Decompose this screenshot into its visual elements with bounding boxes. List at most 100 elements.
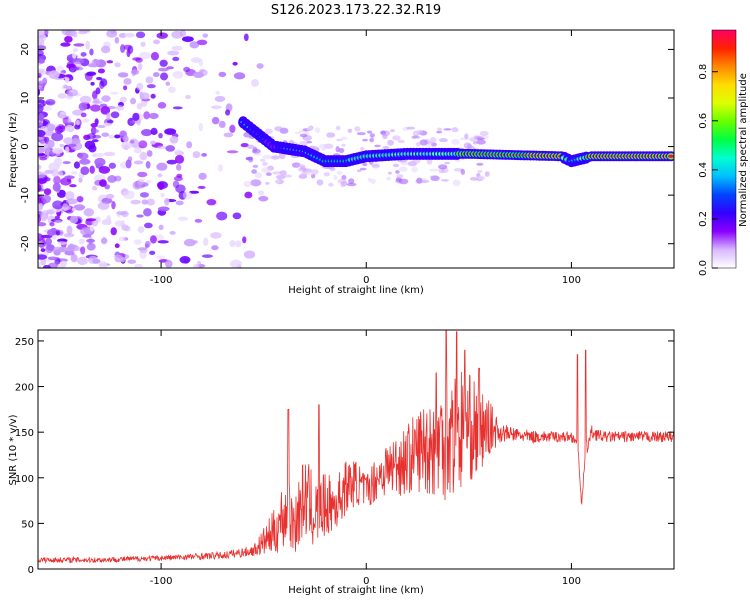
spectrogram-noise-blob (175, 163, 182, 171)
spectrogram-noise-blob (167, 50, 180, 56)
spectrogram-noise-blob (92, 258, 101, 264)
spectrogram-noise-blob (443, 128, 452, 131)
spectrogram-noise-blob (38, 136, 45, 141)
spectrogram-noise-blob (80, 112, 87, 118)
spectrogram-noise-blob (69, 184, 77, 188)
spectrogram-noise-blob (38, 80, 45, 84)
spectrogram-noise-blob (143, 111, 151, 120)
spectrogram-noise-blob (145, 76, 154, 84)
snr-panel: -100 0 100 0 50 100 150 200 250 Height of strai… (8, 329, 675, 596)
spectrogram-noise-blob (206, 198, 217, 206)
spectrogram-noise-blob (38, 104, 44, 113)
spectrogram-noise-blob (262, 161, 268, 166)
spectrogram-noise-blob (382, 133, 388, 140)
spectrogram-noise-blob (140, 41, 146, 47)
spectrogram-noise-blob (218, 71, 227, 78)
spectrogram-noise-blob (58, 114, 68, 118)
spectrogram-noise-blob (71, 171, 78, 175)
spectrogram-noise-blob (130, 97, 137, 105)
spectrogram-noise-blob (69, 67, 75, 73)
spectrogram-x-tick-label: -100 (150, 275, 173, 286)
spectrogram-noise-blob (41, 105, 52, 111)
spectrogram-noise-blob (214, 95, 226, 102)
spectrogram-noise-blob (38, 30, 44, 33)
spectrogram-x-tick-label: 0 (363, 275, 369, 286)
spectrogram-noise-blob (89, 48, 94, 56)
spectrogram-noise-blob (141, 199, 149, 205)
spectrogram-noise-blob (65, 74, 73, 78)
snr-x-label: Height of straight line (km) (288, 585, 424, 596)
spectrogram-noise-blob (105, 193, 115, 199)
spectrogram-noise-blob (87, 133, 97, 140)
spectrogram-noise-blob (251, 79, 259, 87)
spectrogram-noise-blob (114, 62, 121, 68)
spectrogram-noise-blob (114, 243, 120, 249)
spectrogram-noise-blob (175, 200, 184, 206)
spectrogram-noise-blob (52, 147, 64, 154)
spectrogram-noise-blob (91, 139, 99, 143)
spectrogram-noise-blob (136, 82, 144, 91)
spectrogram-noise-blob (156, 32, 168, 39)
spectrogram-noise-blob (56, 241, 68, 245)
spectrogram-noise-blob (150, 235, 157, 244)
spectrogram-noise-blob (264, 128, 273, 134)
spectrogram-noise-blob (295, 164, 306, 167)
spectrogram-noise-blob (333, 175, 338, 181)
spectrogram-noise-blob (43, 188, 52, 196)
spectrogram-noise-blob (123, 78, 132, 85)
colorbar-tick-label: 0.6 (698, 113, 709, 129)
spectrogram-noise-blob (397, 139, 405, 144)
spectrogram-noise-blob (38, 262, 42, 268)
spectrogram-noise-blob (72, 52, 77, 59)
snr-series-line (38, 330, 674, 565)
spectrogram-noise-blob (395, 170, 400, 174)
spectrogram-noise-blob (64, 124, 75, 132)
spectrogram-x-ticks: -100 0 100 (150, 30, 581, 286)
spectrogram-noise-blob (464, 133, 469, 140)
spectrogram-noise-blob (38, 214, 42, 223)
spectrogram-noise-blob (72, 30, 78, 38)
spectrogram-noise-blob (100, 78, 108, 87)
spectrogram-noise-blob (183, 238, 196, 247)
spectrogram-noise-blob (78, 177, 83, 183)
spectrogram-noise-blob (336, 171, 343, 175)
spectrogram-y-tick-label: -10 (20, 187, 31, 203)
spectrogram-noise-blob (484, 171, 490, 177)
spectrogram-noise-blob (201, 254, 213, 258)
spectrogram-noise-blob (203, 237, 209, 247)
spectrogram-noise-blob (160, 72, 169, 81)
spectrogram-noise-blob (257, 190, 265, 196)
spectrogram-noise-blob (90, 104, 101, 112)
spectrogram-noise-blob (82, 234, 92, 238)
spectrogram-noise-blob (74, 124, 81, 130)
spectrogram-noise-blob (93, 98, 100, 104)
spectrogram-ridge (238, 116, 674, 168)
spectrogram-noise-blob (45, 123, 56, 132)
spectrogram-noise-blob (72, 109, 84, 116)
spectrogram-noise-blob (251, 148, 261, 154)
spectrogram-noise-blob (139, 192, 149, 198)
spectrogram-noise-blob (411, 166, 418, 173)
spectrogram-noise-blob (80, 166, 90, 175)
spectrogram-noise-blob (306, 126, 313, 132)
spectrogram-noise-blob (354, 126, 361, 132)
spectrogram-noise-blob (64, 35, 73, 43)
spectrogram-noise-blob (234, 240, 242, 248)
spectrogram-noise-blob (38, 178, 47, 184)
spectrogram-noise-blob (47, 256, 58, 261)
spectrogram-noise-blob (86, 242, 96, 251)
chart-title: S126.2023.173.22.32.R19 (271, 3, 441, 18)
spectrogram-noise-blob (46, 229, 56, 236)
spectrogram-noise-blob (356, 169, 362, 173)
spectrogram-noise-blob (140, 92, 150, 100)
spectrogram-noise-blob (399, 166, 408, 172)
spectrogram-noise-blob (174, 154, 185, 164)
spectrogram-noise-blob (252, 164, 259, 168)
spectrogram-noise-blob (299, 133, 308, 138)
spectrogram-noise-blob (472, 140, 478, 145)
spectrogram-noise-blob (146, 180, 152, 184)
spectrogram-noise-blob (426, 158, 433, 165)
spectrogram-noise-blob (341, 143, 346, 147)
spectrogram-noise-blob (80, 52, 87, 57)
spectrogram-noise-blob (283, 174, 292, 178)
